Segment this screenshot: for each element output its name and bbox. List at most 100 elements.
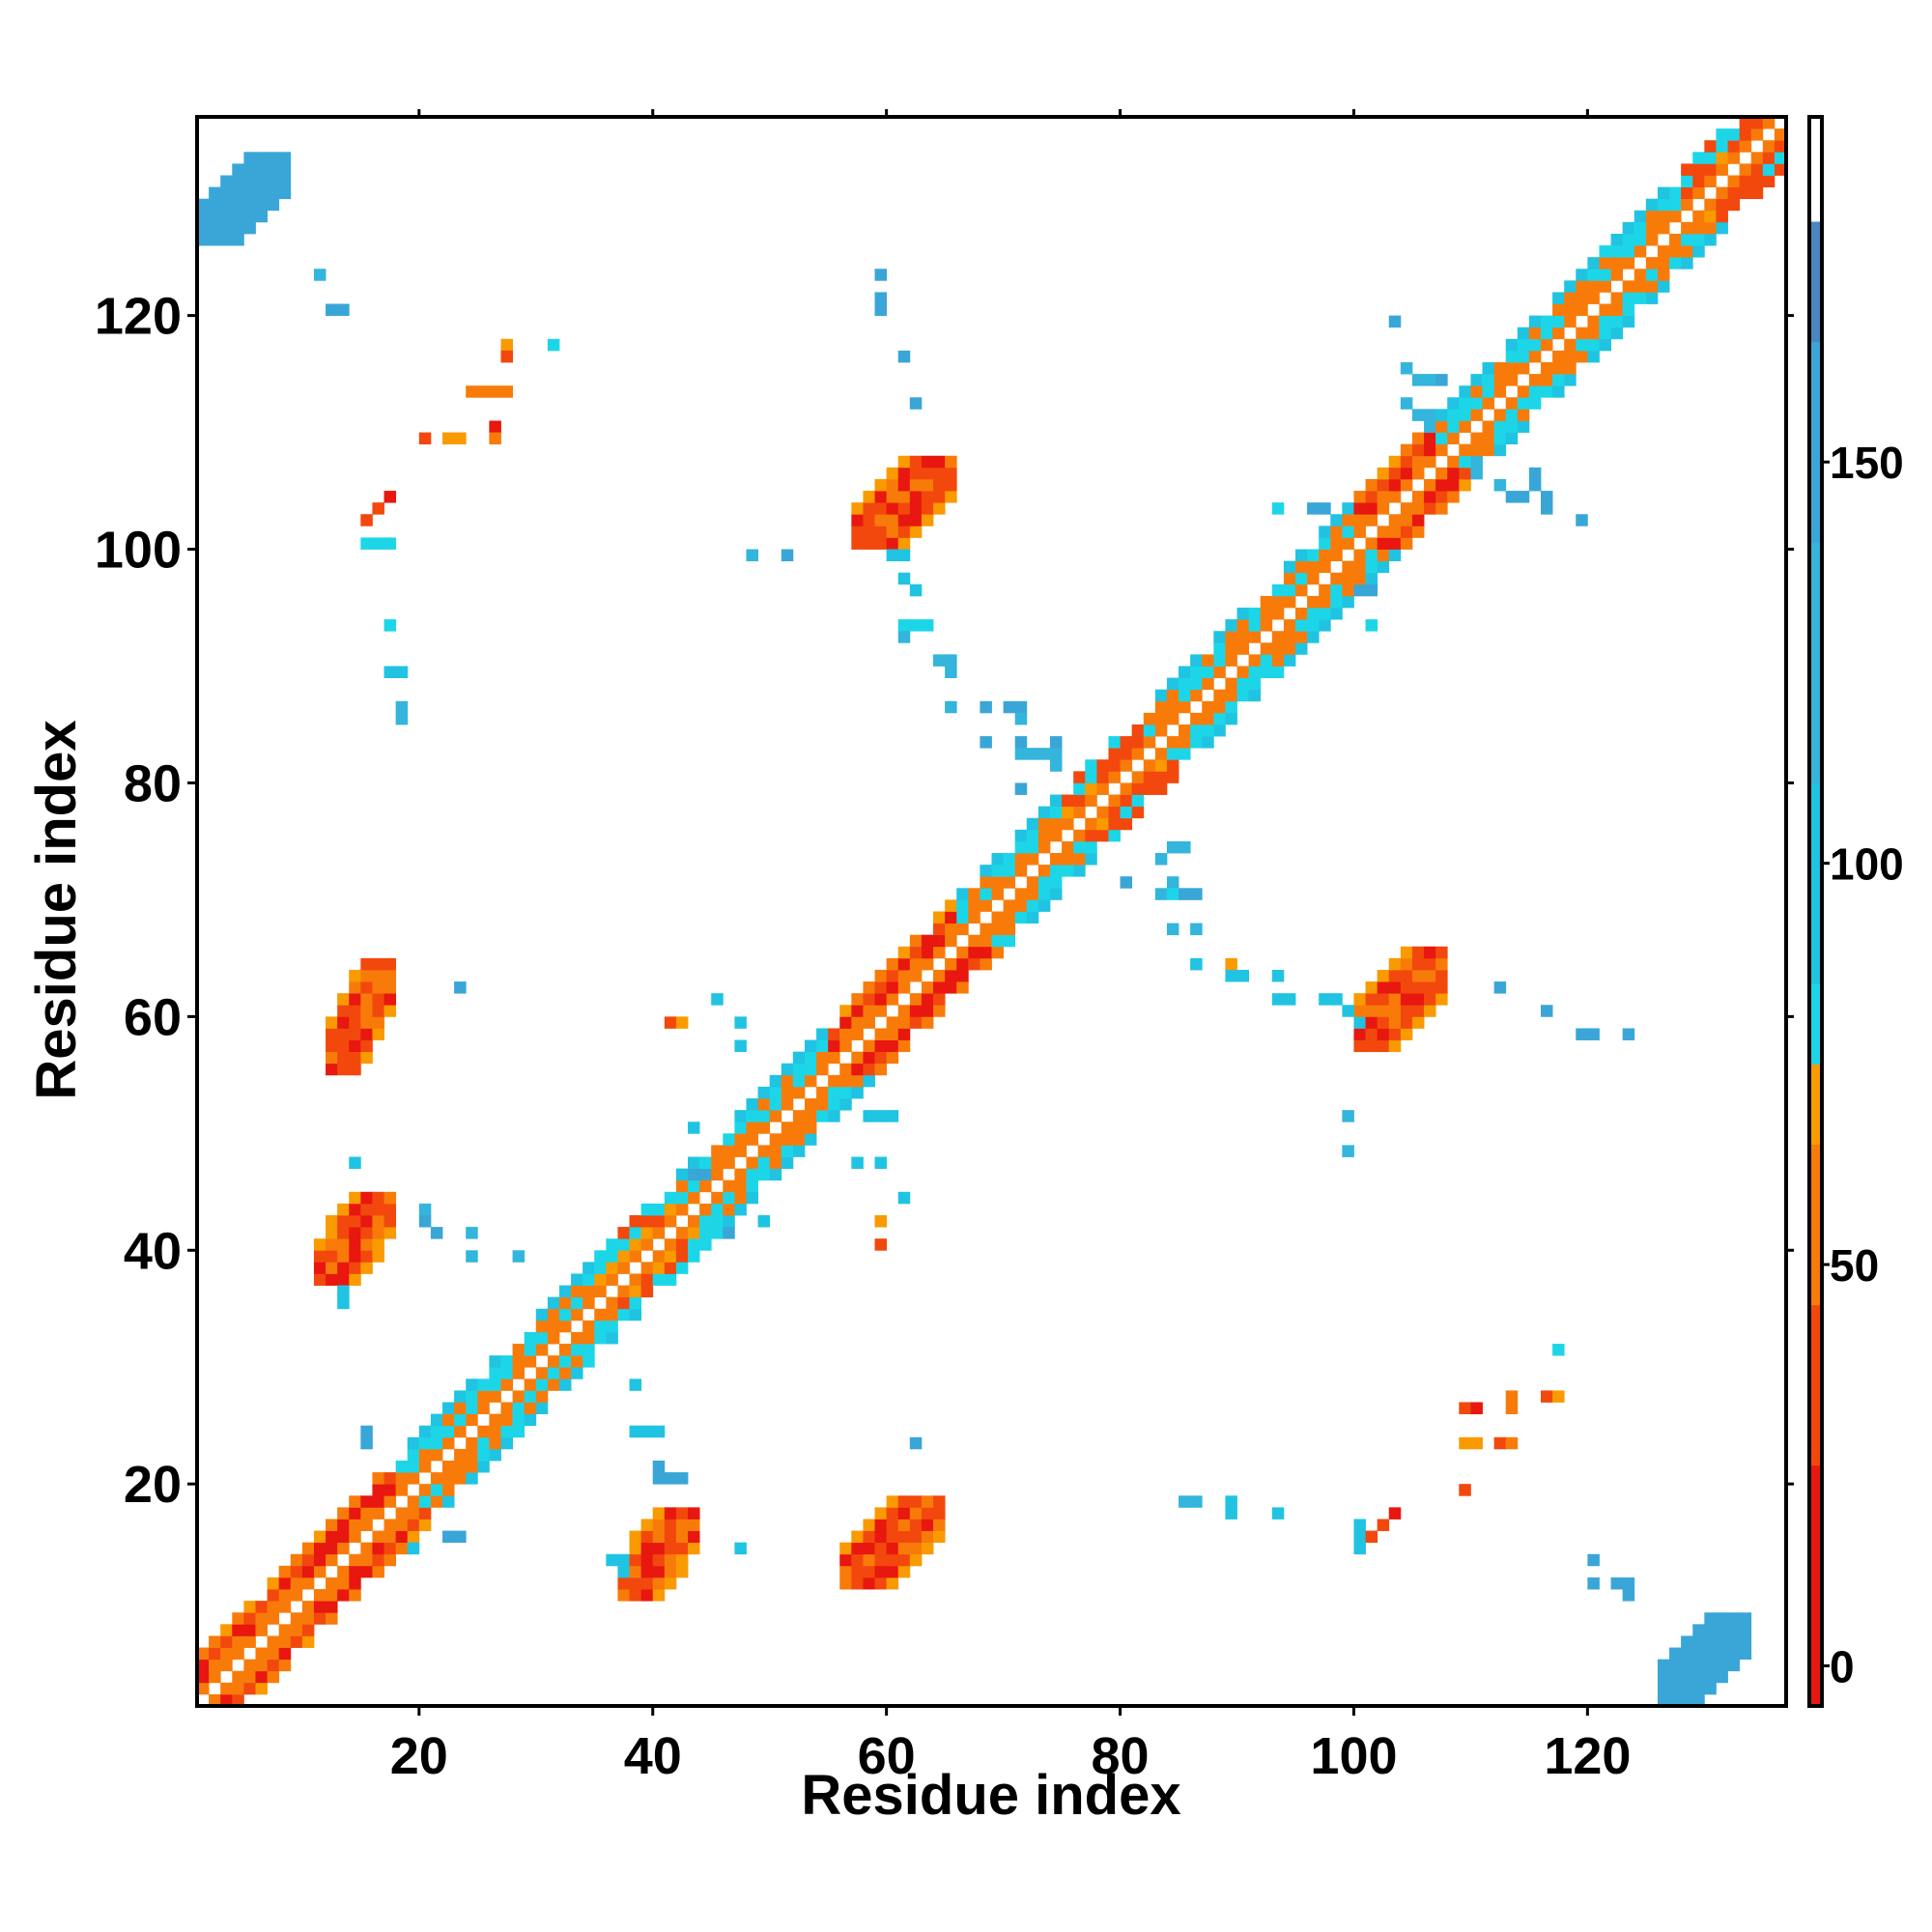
heatmap-cell bbox=[1213, 689, 1226, 702]
heatmap-cell bbox=[897, 514, 911, 526]
heatmap-cell bbox=[921, 514, 934, 526]
heatmap-cell bbox=[512, 1390, 526, 1403]
heatmap-cell bbox=[945, 899, 957, 912]
heatmap-cell bbox=[326, 1530, 338, 1544]
heatmap-cell bbox=[1353, 491, 1366, 503]
heatmap-cell bbox=[290, 1589, 303, 1602]
heatmap-cell bbox=[886, 1507, 899, 1520]
heatmap-cell bbox=[1365, 1039, 1378, 1053]
heatmap-cell bbox=[1576, 303, 1588, 317]
heatmap-cell bbox=[688, 1191, 700, 1205]
heatmap-cell bbox=[384, 1484, 397, 1496]
heatmap-cell bbox=[1681, 1647, 1693, 1661]
heatmap-cell bbox=[1645, 233, 1659, 246]
heatmap-cell bbox=[1388, 491, 1402, 503]
colorbar-band bbox=[1809, 1464, 1822, 1707]
heatmap-cell bbox=[897, 1191, 911, 1205]
heatmap-cell bbox=[1727, 140, 1741, 153]
heatmap-cell bbox=[1037, 888, 1051, 900]
heatmap-cell bbox=[1014, 899, 1028, 912]
heatmap-cell bbox=[418, 1507, 432, 1520]
heatmap-cell bbox=[1014, 748, 1028, 760]
heatmap-cell bbox=[886, 478, 899, 492]
heatmap-cell bbox=[945, 700, 957, 714]
heatmap-cell bbox=[1528, 315, 1542, 328]
heatmap-cell bbox=[1716, 1647, 1728, 1661]
heatmap-cell bbox=[1400, 397, 1413, 410]
heatmap-cell bbox=[243, 198, 256, 212]
heatmap-cell bbox=[675, 1227, 689, 1239]
heatmap-cell bbox=[430, 1495, 443, 1508]
heatmap-cell bbox=[1342, 583, 1354, 597]
heatmap-cell bbox=[349, 981, 361, 994]
heatmap-cell bbox=[243, 1624, 256, 1636]
heatmap-cell bbox=[617, 1565, 630, 1578]
heatmap-cell bbox=[1014, 853, 1028, 866]
heatmap-cell bbox=[1365, 514, 1378, 526]
heatmap-cell bbox=[209, 186, 221, 200]
heatmap-cell bbox=[606, 1296, 618, 1310]
heatmap-cell bbox=[804, 1122, 817, 1134]
heatmap-cell bbox=[360, 957, 373, 971]
heatmap-cell bbox=[746, 1098, 758, 1111]
heatmap-cell bbox=[1202, 724, 1214, 737]
heatmap-cell bbox=[1353, 526, 1366, 538]
heatmap-cell bbox=[489, 1390, 501, 1403]
heatmap-cell bbox=[1540, 491, 1553, 503]
heatmap-cell bbox=[1634, 292, 1647, 304]
heatmap-cell bbox=[757, 1122, 771, 1134]
heatmap-cell bbox=[617, 1589, 630, 1602]
heatmap-cell bbox=[629, 1589, 642, 1602]
heatmap-cell bbox=[466, 1378, 478, 1391]
heatmap-cell bbox=[629, 1553, 642, 1567]
heatmap-cell bbox=[384, 1214, 397, 1228]
heatmap-cell bbox=[220, 186, 233, 200]
heatmap-cell bbox=[757, 1098, 771, 1111]
heatmap-cell bbox=[1014, 700, 1028, 714]
heatmap-cell bbox=[337, 993, 350, 1006]
heatmap-cell bbox=[372, 1472, 384, 1485]
heatmap-cell bbox=[582, 1355, 595, 1368]
heatmap-cell bbox=[1552, 1390, 1565, 1403]
heatmap-cell bbox=[1014, 840, 1028, 854]
heatmap-cell bbox=[991, 876, 1004, 889]
heatmap-cell bbox=[594, 1262, 607, 1274]
heatmap-cell bbox=[1353, 1016, 1366, 1029]
heatmap-cell bbox=[652, 1553, 666, 1567]
heatmap-cell bbox=[220, 210, 233, 223]
heatmap-cell bbox=[1143, 759, 1156, 772]
heatmap-cell bbox=[1645, 221, 1659, 235]
x-tick-label: 40 bbox=[624, 1727, 682, 1785]
heatmap-cell bbox=[991, 946, 1004, 959]
heatmap-cell bbox=[769, 1110, 782, 1122]
heatmap-cell bbox=[360, 1495, 373, 1508]
heatmap-cell bbox=[1400, 969, 1413, 982]
heatmap-cell bbox=[1377, 478, 1390, 492]
heatmap-cell bbox=[1073, 865, 1086, 877]
heatmap-cell bbox=[1681, 198, 1693, 212]
heatmap-cell bbox=[1645, 280, 1659, 293]
heatmap-cell bbox=[1166, 759, 1179, 772]
heatmap-cell bbox=[372, 1542, 384, 1555]
heatmap-cell bbox=[1085, 759, 1097, 772]
heatmap-cell bbox=[1528, 338, 1542, 352]
heatmap-cell bbox=[209, 210, 221, 223]
heatmap-cell bbox=[816, 1110, 829, 1122]
heatmap-cell bbox=[1049, 736, 1063, 749]
heatmap-cell bbox=[384, 969, 397, 982]
heatmap-cell bbox=[1377, 502, 1390, 515]
heatmap-cell bbox=[874, 1051, 888, 1065]
heatmap-cell bbox=[1319, 583, 1331, 597]
heatmap-cell bbox=[1330, 595, 1343, 609]
heatmap-cell bbox=[874, 502, 888, 515]
heatmap-cell bbox=[640, 1203, 654, 1216]
heatmap-cell bbox=[792, 1145, 806, 1157]
heatmap-cell bbox=[1365, 1005, 1378, 1017]
heatmap-cell bbox=[466, 1436, 478, 1450]
heatmap-cell bbox=[571, 1296, 583, 1310]
heatmap-cell bbox=[921, 491, 934, 503]
heatmap-cell bbox=[1294, 608, 1308, 620]
heatmap-cell bbox=[1319, 560, 1331, 574]
heatmap-cell bbox=[243, 1682, 256, 1695]
heatmap-cell bbox=[1049, 748, 1063, 760]
